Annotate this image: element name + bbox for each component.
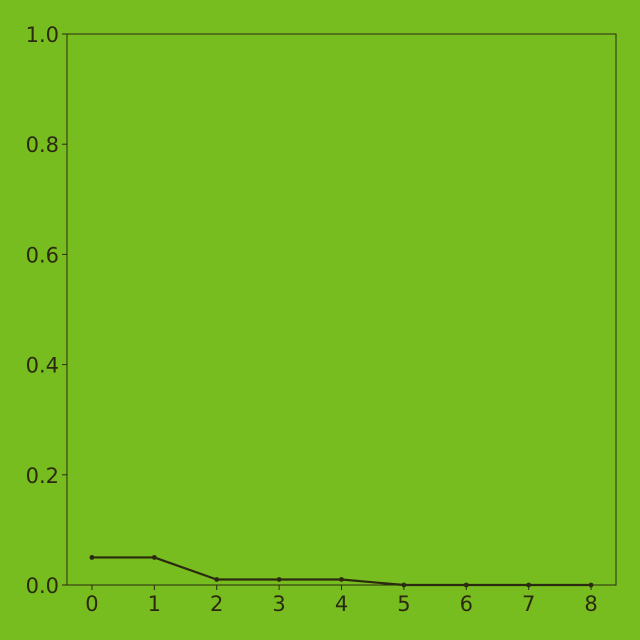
data-point bbox=[464, 583, 469, 588]
data-point bbox=[214, 577, 219, 582]
x-tick-label: 0 bbox=[85, 592, 98, 616]
data-point bbox=[90, 555, 95, 560]
data-point bbox=[152, 555, 157, 560]
y-tick-label: 0.0 bbox=[26, 574, 59, 598]
y-tick-label: 0.4 bbox=[26, 354, 59, 378]
x-tick-label: 5 bbox=[397, 592, 410, 616]
x-tick-label: 2 bbox=[210, 592, 223, 616]
x-tick-label: 1 bbox=[148, 592, 161, 616]
data-point bbox=[526, 583, 531, 588]
y-tick-label: 1.0 bbox=[26, 23, 59, 47]
data-point bbox=[589, 583, 594, 588]
x-tick-label: 6 bbox=[460, 592, 473, 616]
x-tick-label: 4 bbox=[335, 592, 348, 616]
data-point bbox=[277, 577, 282, 582]
x-tick-label: 7 bbox=[522, 592, 535, 616]
x-tick-label: 3 bbox=[272, 592, 285, 616]
data-point bbox=[339, 577, 344, 582]
x-tick-label: 8 bbox=[584, 592, 597, 616]
data-point bbox=[401, 583, 406, 588]
y-tick-label: 0.8 bbox=[26, 133, 59, 157]
y-tick-label: 0.6 bbox=[26, 243, 59, 267]
y-tick-label: 0.2 bbox=[26, 464, 59, 488]
